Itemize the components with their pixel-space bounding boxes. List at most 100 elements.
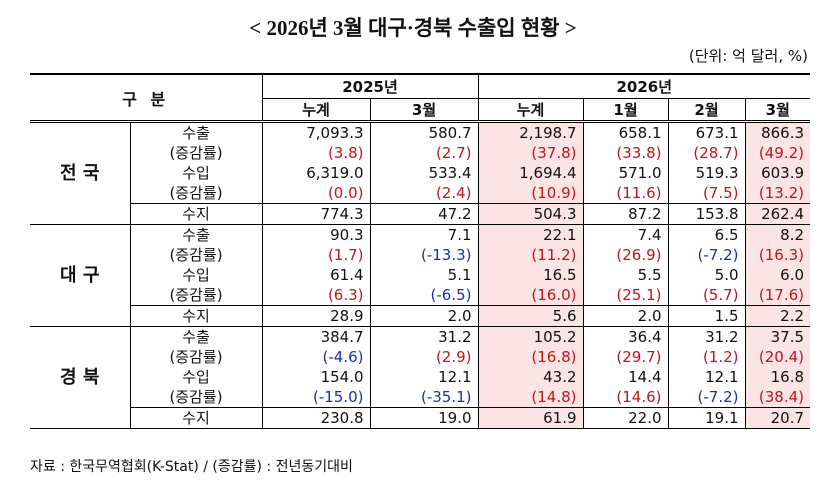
cell: 12.1 (667, 367, 746, 387)
cell: (-7.2) (667, 245, 746, 265)
table-row: 수지 230.8 19.0 61.9 22.0 19.1 20.7 (30, 407, 811, 429)
cell: 774.3 (261, 203, 371, 225)
cell: (3.8) (261, 143, 371, 163)
cell: 866.3 (744, 121, 811, 143)
column-header: 2월 (667, 98, 746, 123)
table-row: 대 구 수출 90.3 7.1 22.1 7.4 6.5 8.2 (30, 224, 811, 327)
cell: 384.7 (261, 326, 371, 347)
table-row: (증감률) (-4.6) (2.9) (16.8) (29.7) (1.2) (20.4) (30, 347, 811, 367)
cell: 19.0 (369, 407, 479, 429)
table-row: (증감률) (6.3) (-6.5) (16.0) (25.1) (5.7) (17.6) (30, 285, 811, 306)
row-label: 수입 (130, 367, 263, 387)
column-header: 3월 (744, 98, 811, 123)
cell: (20.4) (744, 347, 811, 367)
cell: 7,093.3 (261, 121, 371, 143)
cell: 658.1 (582, 121, 669, 143)
cell: (26.9) (582, 245, 669, 265)
row-label: 수출 (130, 121, 263, 143)
column-header: 1월 (582, 98, 669, 123)
cell: 153.8 (667, 203, 746, 225)
cell: 6.5 (667, 224, 746, 245)
row-label: (증감률) (130, 245, 263, 265)
cell: 87.2 (582, 203, 669, 225)
year-header: 2025년 (262, 73, 479, 99)
cell: 20.7 (744, 407, 811, 429)
cell: 154.0 (261, 367, 371, 387)
cell: 8.2 (744, 224, 811, 245)
column-header: 누계 (477, 98, 584, 123)
cell: 7.4 (582, 224, 669, 245)
cell: 61.4 (261, 265, 371, 285)
row-label: (증감률) (130, 143, 263, 163)
region-name: 대 구 (30, 224, 131, 327)
cell: 2.0 (369, 305, 479, 327)
cell: 47.2 (369, 203, 479, 225)
cell: (-6.5) (369, 285, 479, 306)
cell: 6,319.0 (261, 163, 371, 183)
cell: 1.5 (667, 305, 746, 327)
cell: 28.9 (261, 305, 371, 327)
cell: 16.8 (744, 367, 811, 387)
cell: (1.2) (667, 347, 746, 367)
cell: 673.1 (667, 121, 746, 143)
cell: 31.2 (667, 326, 746, 347)
cell: 1,694.4 (477, 163, 584, 183)
cell: (17.6) (744, 285, 811, 306)
header-row: 구 분 2025년 2026년 (30, 73, 811, 123)
cell: 16.5 (477, 265, 584, 285)
cell: 5.1 (369, 265, 479, 285)
cell: 5.0 (667, 265, 746, 285)
cell: 90.3 (261, 224, 371, 245)
cell: (0.0) (261, 183, 371, 204)
cell: 571.0 (582, 163, 669, 183)
cell: 36.4 (582, 326, 669, 347)
cell: 2.2 (744, 305, 811, 327)
cell: (1.7) (261, 245, 371, 265)
row-label: (증감률) (130, 183, 263, 204)
trade-table: 구 분 2025년 2026년 누계 3월 누계 1월 2월 3월 전 국 수출 7,093.… (30, 73, 811, 429)
cell: 61.9 (477, 407, 584, 429)
cell: 5.6 (477, 305, 584, 327)
cell: (16.8) (477, 347, 584, 367)
source: 자료 : 한국무역협회(K-Stat) / (증감률) : 전년동기대비 (30, 459, 353, 475)
cell: (11.6) (582, 183, 669, 204)
table-row: (증감률) (0.0) (2.4) (10.9) (11.6) (7.5) (13.2) (30, 183, 811, 204)
row-label: (증감률) (130, 347, 263, 367)
table-row: 수지 28.9 2.0 5.6 2.0 1.5 2.2 (30, 305, 811, 327)
cell: (14.8) (477, 387, 584, 408)
cell: (-35.1) (369, 387, 479, 408)
column-header: 누계 (262, 98, 371, 123)
table-row: 수지 774.3 47.2 504.3 87.2 153.8 262.4 (30, 203, 811, 225)
cell: (29.7) (582, 347, 669, 367)
cell: (10.9) (477, 183, 584, 204)
table-row: 경 북 수출 384.7 31.2 105.2 36.4 31.2 37.5 (30, 326, 811, 429)
table-row: 전 국 수출 7,093.3 580.7 2,198.7 658.1 673.1 866.3 (30, 121, 811, 225)
cell: (-13.3) (369, 245, 479, 265)
cell: 230.8 (261, 407, 371, 429)
cell: (13.2) (744, 183, 811, 204)
row-label: 수지 (130, 305, 263, 327)
cell: (-7.2) (667, 387, 746, 408)
table-row: 수입 61.4 5.1 16.5 5.5 5.0 6.0 (30, 265, 811, 285)
table-row: (증감률) (1.7) (-13.3) (11.2) (26.9) (-7.2) (16.3… (30, 245, 811, 265)
cell: (33.8) (582, 143, 669, 163)
cell: (-4.6) (261, 347, 371, 367)
cell: (2.7) (369, 143, 479, 163)
cell: (16.0) (477, 285, 584, 306)
cell: 105.2 (477, 326, 584, 347)
cell: 262.4 (744, 203, 811, 225)
cell: (11.2) (477, 245, 584, 265)
cell: (5.7) (667, 285, 746, 306)
cell: 37.5 (744, 326, 811, 347)
group-header: 구 분 (30, 73, 263, 123)
cell: (16.3) (744, 245, 811, 265)
row-label: (증감률) (130, 387, 263, 408)
cell: 7.1 (369, 224, 479, 245)
cell: 19.1 (667, 407, 746, 429)
table-row: (증감률) (3.8) (2.7) (37.8) (33.8) (28.7) (49.2) (30, 143, 811, 163)
row-label: (증감률) (130, 285, 263, 306)
unit: (단위: 억 달러, %) (688, 47, 808, 65)
cell: (49.2) (744, 143, 811, 163)
cell: (-15.0) (261, 387, 371, 408)
